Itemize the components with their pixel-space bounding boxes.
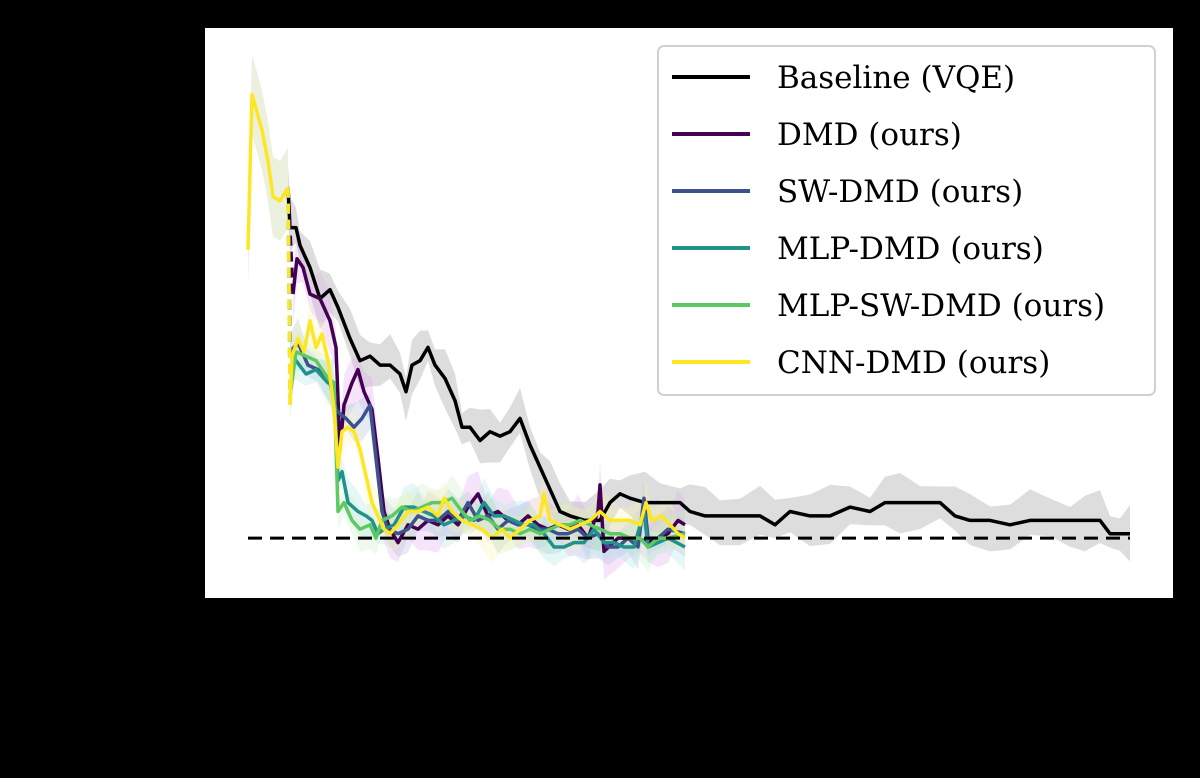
line-cnn-dmd-ours bbox=[288, 319, 686, 540]
legend: Baseline (VQE) DMD (ours) SW-DMD (ours) MLP… bbox=[657, 45, 1156, 396]
legend-entry: Baseline (VQE) bbox=[672, 60, 1015, 96]
line-mlp-sw-dmd-ours bbox=[288, 350, 686, 549]
connector-cnn-dmd-ours bbox=[286, 187, 292, 406]
band-mlp-dmd-ours bbox=[290, 334, 685, 571]
legend-entry: CNN-DMD (ours) bbox=[672, 345, 1050, 381]
line-sw-dmd-ours bbox=[288, 341, 686, 549]
legend-label: MLP-DMD (ours) bbox=[777, 231, 1044, 267]
legend-label: DMD (ours) bbox=[777, 117, 962, 153]
series-lines bbox=[246, 92, 1130, 554]
legend-label: Baseline (VQE) bbox=[777, 60, 1015, 96]
legend-entry: SW-DMD (ours) bbox=[672, 174, 1023, 210]
legend-label: MLP-SW-DMD (ours) bbox=[777, 288, 1105, 324]
legend-box bbox=[657, 45, 1156, 396]
legend-entry: MLP-DMD (ours) bbox=[672, 231, 1044, 267]
band-mlp-sw-dmd-ours bbox=[290, 327, 685, 572]
line-shared-start bbox=[246, 92, 290, 250]
legend-label: CNN-DMD (ours) bbox=[777, 345, 1050, 381]
legend-entry: MLP-SW-DMD (ours) bbox=[672, 288, 1105, 324]
legend-entry: DMD (ours) bbox=[672, 117, 962, 153]
legend-label: SW-DMD (ours) bbox=[777, 174, 1023, 210]
